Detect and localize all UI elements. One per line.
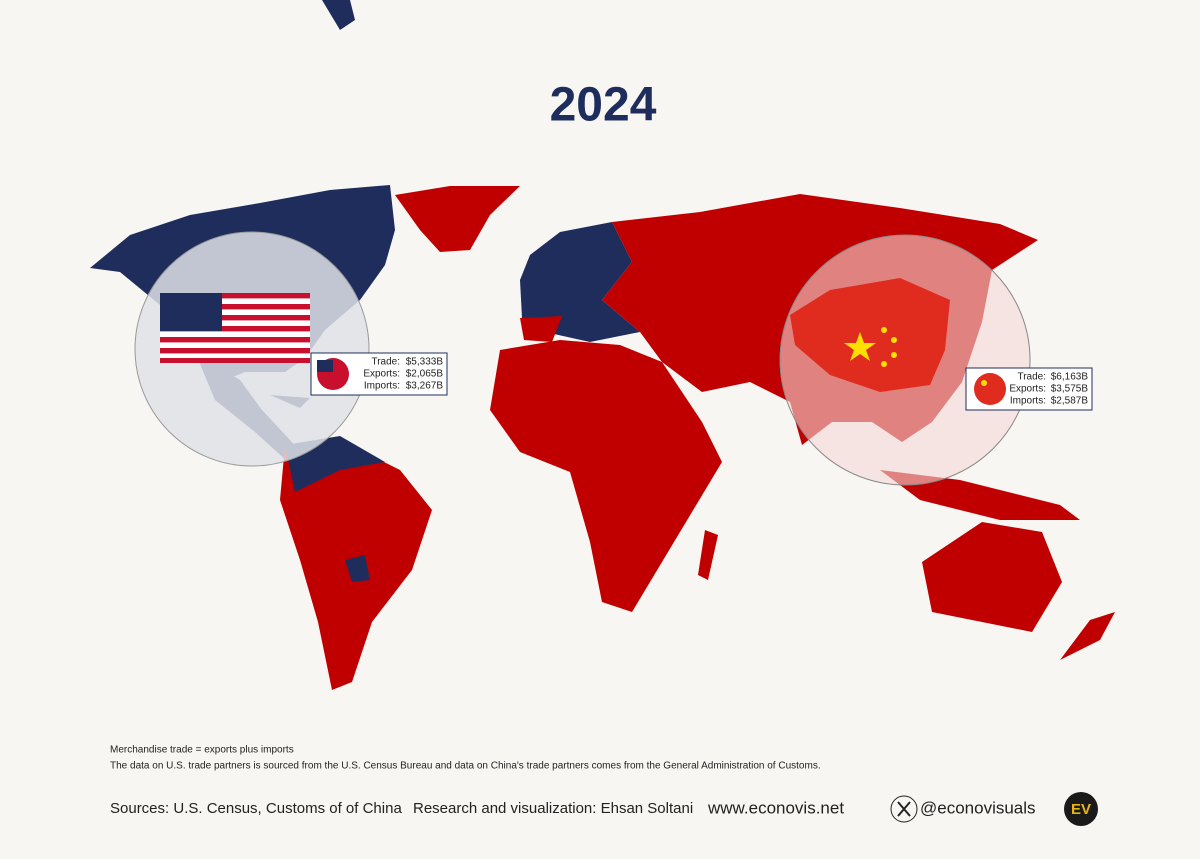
label: Trade: (371, 357, 400, 368)
value: $2,587B (1051, 396, 1089, 407)
label: Imports: (364, 381, 400, 392)
note: The data on U.S. trade partners is sourc… (110, 761, 821, 772)
value: $5,333B (406, 357, 444, 368)
note: Merchandise trade = exports plus imports (110, 745, 294, 756)
china-info-box: Trade: $6,163B Exports: $3,575B Imports:… (965, 367, 1093, 411)
value: $6,163B (1051, 372, 1089, 383)
title: 2024 (550, 79, 657, 132)
label: Exports: (363, 369, 400, 380)
us-info-box: Trade: $5,333B Exports: $2,065B Imports:… (310, 352, 448, 396)
sources: Sources: U.S. Census, Customs of of Chin… (110, 800, 402, 817)
credit: Research and visualization: Ehsan Soltan… (413, 800, 693, 817)
label: Imports: (1010, 396, 1046, 407)
logo: EV (1071, 801, 1091, 818)
us-flag (160, 293, 310, 363)
china-flag (790, 278, 950, 392)
label: Exports: (1009, 384, 1046, 395)
website: www.econovis.net (707, 798, 844, 817)
value: $2,065B (406, 369, 444, 380)
value: $3,267B (406, 381, 444, 392)
value: $3,575B (1051, 384, 1089, 395)
handle: @econovisuals (920, 798, 1036, 817)
label: Trade: (1017, 372, 1046, 383)
